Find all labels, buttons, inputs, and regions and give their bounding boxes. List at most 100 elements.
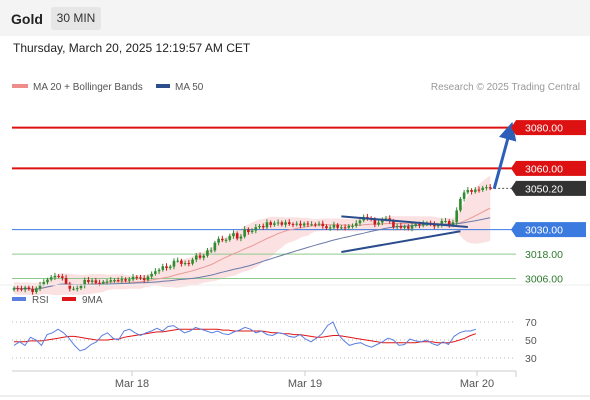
candle-body <box>120 279 124 281</box>
candle-body <box>46 279 49 283</box>
candle-body <box>477 189 481 191</box>
candle-body <box>239 236 243 239</box>
candle-body <box>16 288 20 290</box>
candle-body <box>194 255 198 260</box>
candle-body <box>213 242 217 251</box>
main-plot: 3080.00 3060.00 3050.20 3030.00 3018.00 3006.… <box>12 120 586 296</box>
candle-body <box>380 219 384 223</box>
candle-body <box>61 276 64 278</box>
candle-body <box>473 189 477 192</box>
candle-body <box>250 230 254 233</box>
candle-body <box>49 277 53 280</box>
candle-body <box>343 227 347 229</box>
instrument-title: Gold <box>11 11 43 27</box>
legend-label-bollinger: MA 20 + Bollinger Bands <box>33 82 143 93</box>
candle-body <box>254 227 258 231</box>
candle-body <box>235 233 239 239</box>
candle-body <box>485 187 488 189</box>
candle-body <box>455 210 458 223</box>
chart-header: Gold 30 MIN <box>0 0 590 36</box>
candle-body <box>221 238 224 241</box>
candle-body <box>287 222 291 225</box>
candle-body <box>314 224 317 226</box>
candle-body <box>83 279 86 286</box>
candle-body <box>180 260 183 264</box>
price-label-pointer <box>511 160 516 176</box>
candle-body <box>183 263 187 265</box>
candle-body <box>280 222 284 225</box>
candle-body <box>42 282 46 285</box>
candle-body <box>87 279 90 283</box>
candle-body <box>310 224 313 226</box>
projection-arrow <box>492 121 517 190</box>
candle-body <box>146 276 150 280</box>
legend-swatch-9ma <box>62 297 76 301</box>
candle-body <box>90 280 94 283</box>
legend-swatch-bollinger <box>12 84 28 88</box>
candle-body <box>328 227 332 229</box>
candle-body <box>433 224 436 227</box>
candle-body <box>392 221 395 227</box>
candle-body <box>421 223 425 226</box>
candle-body <box>128 279 131 281</box>
candle-body <box>325 226 328 229</box>
candle-body <box>124 279 127 281</box>
candle-body <box>142 278 146 280</box>
candle-body <box>12 288 16 290</box>
x-tick-label: Mar 19 <box>288 378 322 390</box>
candle-body <box>53 275 57 278</box>
candle-body <box>440 221 444 225</box>
candle-body <box>98 282 101 284</box>
candle-body <box>466 190 470 193</box>
candle-body <box>462 192 466 199</box>
candle-body <box>451 222 455 226</box>
candle-body <box>247 229 250 233</box>
legend-swatch-rsi <box>12 297 26 301</box>
candle-body <box>209 250 213 252</box>
candle-body <box>358 220 362 224</box>
candle-body <box>75 288 79 290</box>
candle-body <box>347 225 351 228</box>
candle-body <box>131 276 135 280</box>
candle-body <box>444 221 447 223</box>
candle-body <box>317 223 321 225</box>
price-label-bg <box>516 180 586 196</box>
candle-body <box>187 263 191 265</box>
price-label-pointer <box>511 120 516 136</box>
triangle-lower-line <box>341 230 461 254</box>
candle-body <box>418 224 421 226</box>
candle-body <box>276 222 280 224</box>
price-label-bg <box>516 120 586 136</box>
candle-body <box>299 223 302 226</box>
candle-body <box>79 285 83 289</box>
candle-body <box>172 260 176 267</box>
candle-body <box>295 223 299 225</box>
price-label-bg <box>516 222 586 238</box>
candle-body <box>340 227 343 229</box>
candle-body <box>410 225 414 229</box>
candle-body <box>202 255 206 258</box>
candle-body <box>105 281 109 283</box>
candle-body <box>321 223 325 227</box>
candle-body <box>228 236 232 240</box>
timeframe-button[interactable]: 30 MIN <box>51 7 101 30</box>
candle-body <box>366 216 369 218</box>
candle-body <box>35 288 38 293</box>
candle-body <box>154 271 157 274</box>
candle-body <box>395 225 399 227</box>
candle-body <box>113 279 116 281</box>
x-tick-label: Mar 18 <box>115 378 149 390</box>
legend-label-ma50: MA 50 <box>175 82 204 93</box>
candle-body <box>135 276 139 278</box>
candle-body <box>336 224 339 228</box>
rsi-line <box>13 321 477 352</box>
candle-body <box>306 223 310 225</box>
legend-label-9ma: 9MA <box>82 295 103 306</box>
candle-body <box>31 288 34 293</box>
candle-body <box>373 219 377 225</box>
candle-body <box>101 281 105 284</box>
candle-body <box>284 222 287 225</box>
legend-swatch-ma50 <box>156 84 170 88</box>
candle-body <box>27 287 31 289</box>
